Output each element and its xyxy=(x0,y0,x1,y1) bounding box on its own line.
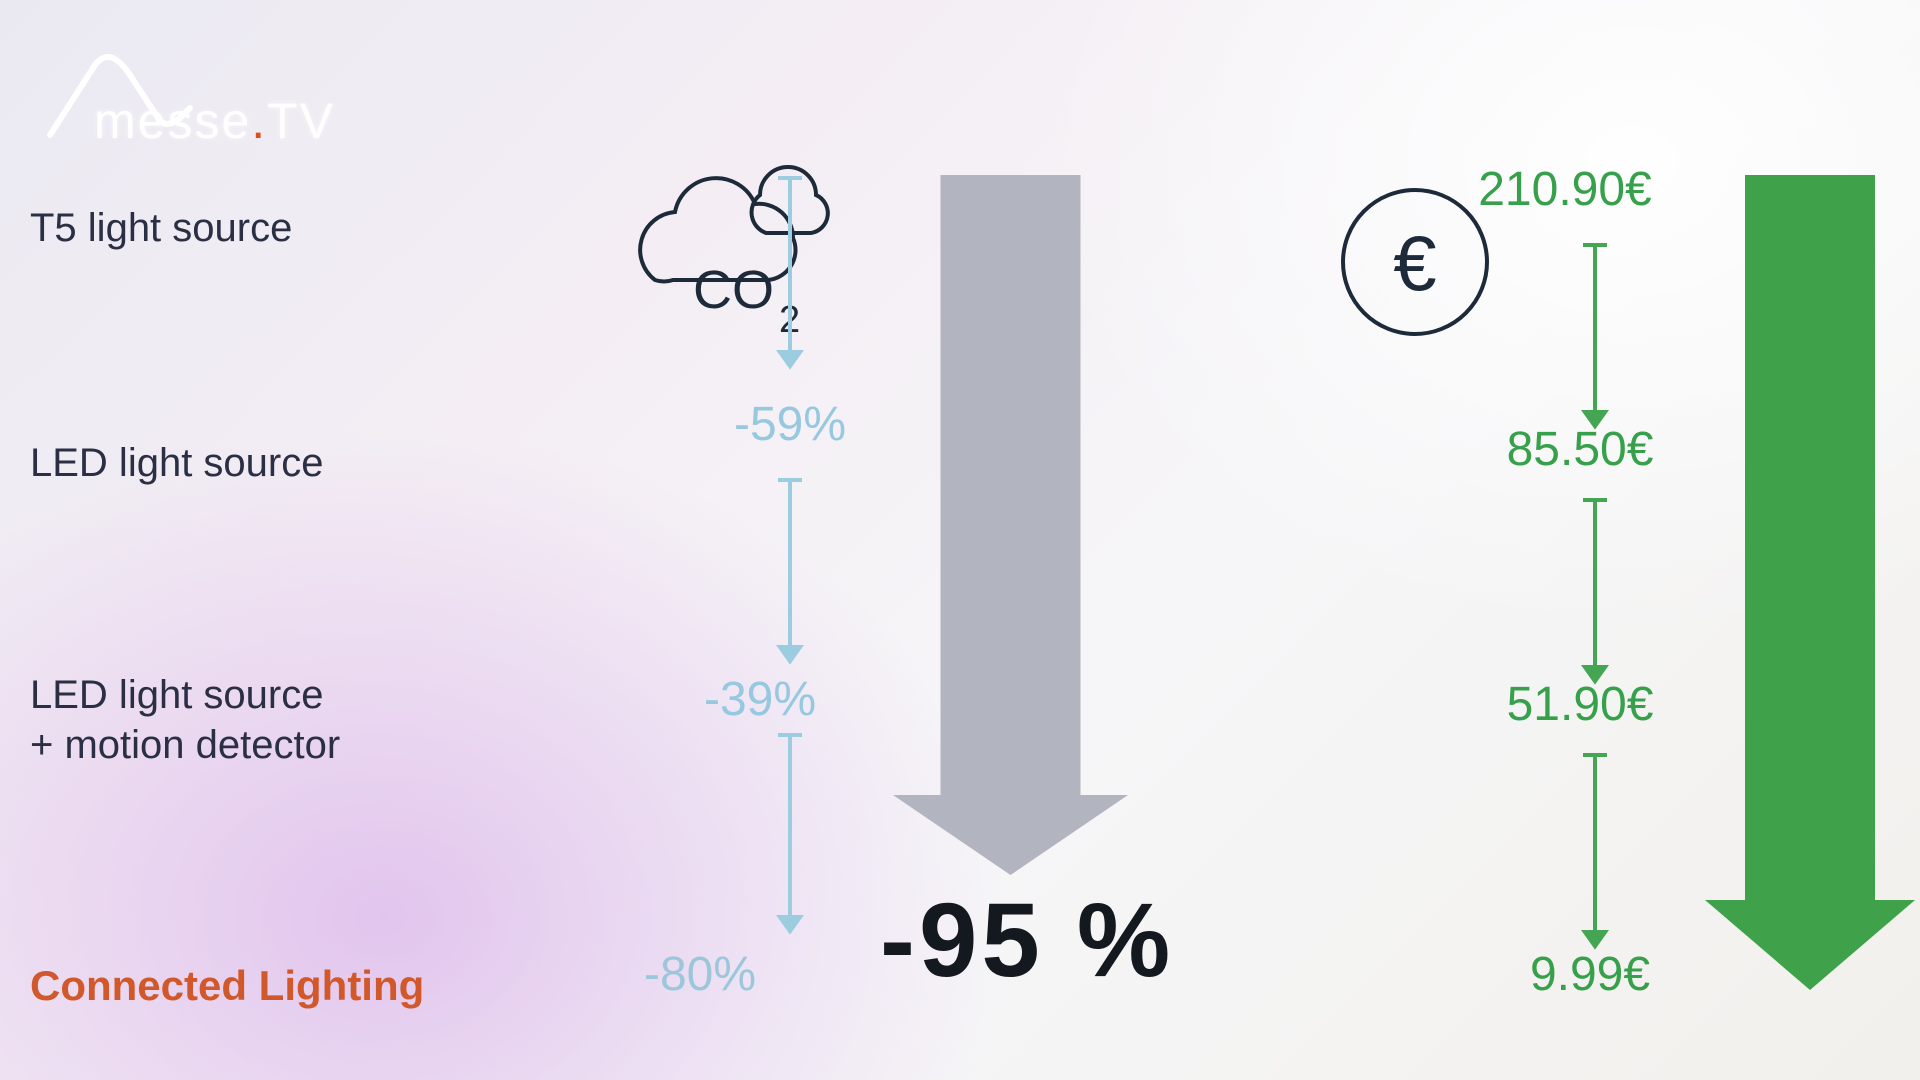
euro-value-3: 9.99€ xyxy=(1470,947,1710,1002)
co2-step-pct-1: -39% xyxy=(640,672,880,727)
co2-total-reduction: -95 % xyxy=(880,881,1174,1001)
co2-step-pct-2: -80% xyxy=(580,947,820,1002)
euro-value-2: 51.90€ xyxy=(1460,677,1700,732)
euro-value-1: 85.50€ xyxy=(1460,422,1700,477)
co2-step-pct-0: -59% xyxy=(670,397,910,452)
euro-value-0: 210.90€ xyxy=(1445,162,1685,217)
infographic-stage: messe.TV T5 light sourceLED light source… xyxy=(0,0,1920,1080)
